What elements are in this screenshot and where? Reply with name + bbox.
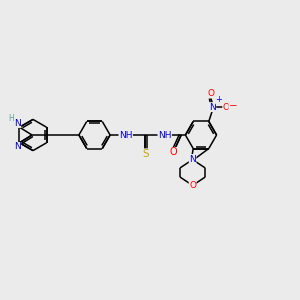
Text: O: O [169, 147, 177, 158]
Text: −: − [229, 101, 238, 112]
Text: +: + [216, 95, 222, 104]
Text: N: N [209, 103, 216, 112]
Text: O: O [207, 89, 214, 98]
Text: O: O [223, 103, 230, 112]
Text: N: N [189, 154, 196, 164]
Text: NH: NH [158, 130, 172, 140]
Text: H: H [8, 114, 14, 123]
Text: O: O [189, 182, 196, 190]
Text: NH: NH [119, 130, 133, 140]
Text: N: N [14, 142, 21, 152]
Text: N: N [14, 118, 21, 127]
Text: S: S [142, 149, 148, 159]
